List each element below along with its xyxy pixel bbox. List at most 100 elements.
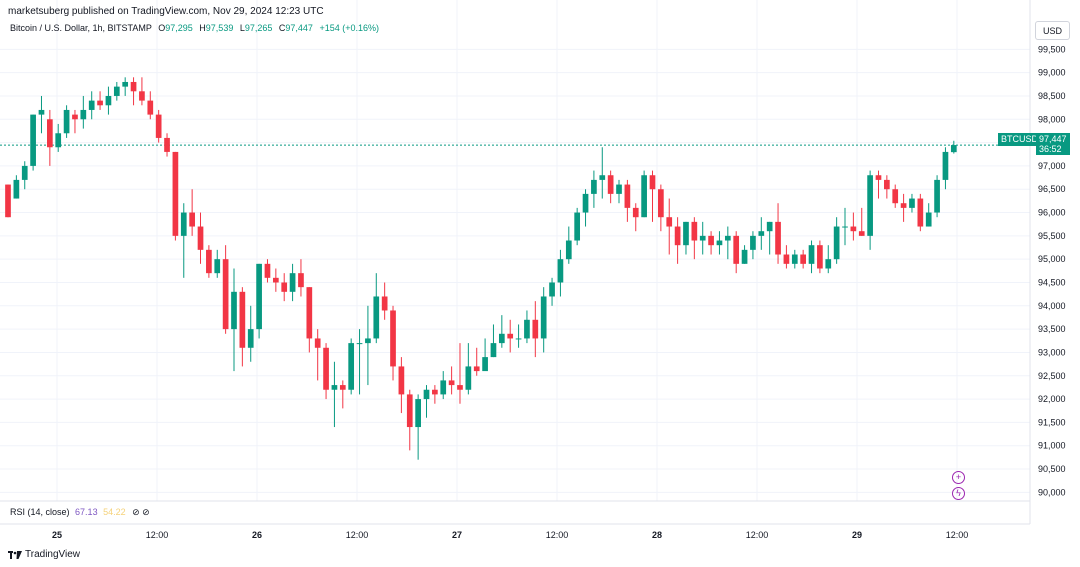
candle-body	[222, 259, 229, 330]
candle-body	[272, 277, 279, 283]
candle-body	[942, 151, 949, 180]
symbol-name[interactable]: Bitcoin / U.S. Dollar, 1h, BITSTAMP	[10, 23, 152, 33]
candle-body	[699, 235, 706, 241]
candle-body	[691, 221, 698, 241]
time-tick-label: 25	[52, 530, 62, 540]
candle-body	[532, 319, 539, 339]
candle-body	[842, 226, 848, 228]
candle-body	[63, 109, 70, 134]
candle-body	[88, 100, 95, 110]
last-price-tag: 97,447 36:52	[1036, 133, 1070, 155]
candle-body	[339, 385, 346, 390]
tradingview-logo[interactable]: TradingView	[8, 549, 80, 560]
candle-body	[917, 198, 924, 227]
candle-body	[147, 100, 154, 115]
price-tick-label: 97,000	[1038, 161, 1066, 171]
high-value: 97,539	[205, 23, 234, 33]
candle-body	[197, 226, 204, 250]
candle-body	[666, 217, 673, 227]
candle-body	[365, 338, 371, 344]
candle-body	[775, 221, 781, 255]
candle-body	[817, 245, 823, 269]
candle-body	[582, 193, 589, 213]
add-indicator-icon[interactable]: +	[952, 471, 965, 484]
candle-body	[884, 179, 890, 190]
candle-body	[55, 133, 62, 148]
candle-body	[750, 235, 756, 250]
candle-body	[632, 207, 639, 218]
candle-body	[683, 221, 689, 246]
time-tick-label: 12:00	[146, 530, 169, 540]
candle-body	[180, 212, 187, 236]
price-tick-label: 98,000	[1038, 114, 1066, 124]
candle-body	[256, 263, 262, 330]
candle-body	[540, 296, 547, 339]
time-axis: 25 12:00 26 12:00 27 12:00 28 12:00 29 12:00	[52, 530, 968, 540]
candle-body	[247, 329, 254, 348]
price-tick-label: 95,500	[1038, 231, 1066, 241]
candle-body	[348, 343, 355, 390]
rsi-name[interactable]: RSI (14, close)	[10, 507, 70, 517]
candle-body	[574, 212, 581, 241]
high-label: H	[199, 23, 206, 33]
price-tick-label: 96,500	[1038, 184, 1066, 194]
close-value: 97,447	[285, 23, 313, 33]
candle-body	[490, 343, 497, 358]
candle-body	[21, 165, 28, 180]
candle-body	[925, 212, 932, 227]
candles-group	[5, 77, 957, 460]
candle-body	[473, 366, 480, 372]
candle-body	[189, 212, 195, 227]
candle-body	[766, 221, 773, 232]
candle-body	[741, 249, 748, 264]
low-label: L	[239, 23, 245, 33]
candle-body	[825, 259, 832, 269]
last-price-value: 97,447	[1039, 134, 1067, 144]
price-tick-label: 91,500	[1038, 417, 1066, 427]
candle-body	[524, 319, 530, 339]
price-tick-label: 94,000	[1038, 301, 1066, 311]
time-tick-label: 26	[252, 530, 262, 540]
candle-body	[239, 291, 246, 348]
candle-body	[206, 249, 212, 274]
candle-body	[72, 114, 78, 120]
rsi-hidden-icons: ⊘ ⊘	[132, 507, 150, 517]
candle-body	[724, 235, 731, 241]
candle-body	[97, 100, 103, 106]
candle-body	[231, 291, 237, 330]
price-tick-label: 91,000	[1038, 441, 1066, 451]
candle-body	[423, 389, 430, 400]
candle-body	[139, 91, 145, 101]
candle-body	[674, 226, 681, 246]
price-tick-label: 95,000	[1038, 254, 1066, 264]
candle-body	[13, 179, 20, 199]
candle-body	[934, 179, 940, 213]
currency-button[interactable]: USD	[1035, 21, 1070, 40]
price-tick-label: 98,500	[1038, 91, 1066, 101]
candle-body	[833, 226, 840, 260]
lightning-icon[interactable]: ϟ	[952, 487, 965, 500]
close-label: C	[278, 23, 286, 33]
candle-body	[850, 226, 857, 232]
time-tick-label: 12:00	[346, 530, 369, 540]
time-tick-label: 12:00	[546, 530, 569, 540]
candle-body	[306, 287, 313, 339]
low-value: 97,265	[244, 23, 273, 33]
candle-body	[758, 231, 765, 236]
candle-body	[624, 184, 631, 208]
open-label: O	[158, 23, 166, 33]
change-value: +154 (+0.16%)	[319, 23, 379, 33]
candle-body	[800, 254, 806, 264]
candle-body	[716, 240, 723, 246]
publisher-line: marketsuberg published on TradingView.co…	[8, 6, 324, 17]
price-tick-label: 96,000	[1038, 208, 1066, 218]
candle-body	[733, 235, 740, 264]
candle-body	[415, 399, 421, 428]
candle-body	[616, 184, 622, 194]
candle-body	[214, 259, 221, 274]
time-tick-label: 12:00	[746, 530, 769, 540]
candle-body	[858, 231, 865, 236]
candle-body	[398, 366, 405, 395]
candle-body	[172, 151, 179, 236]
